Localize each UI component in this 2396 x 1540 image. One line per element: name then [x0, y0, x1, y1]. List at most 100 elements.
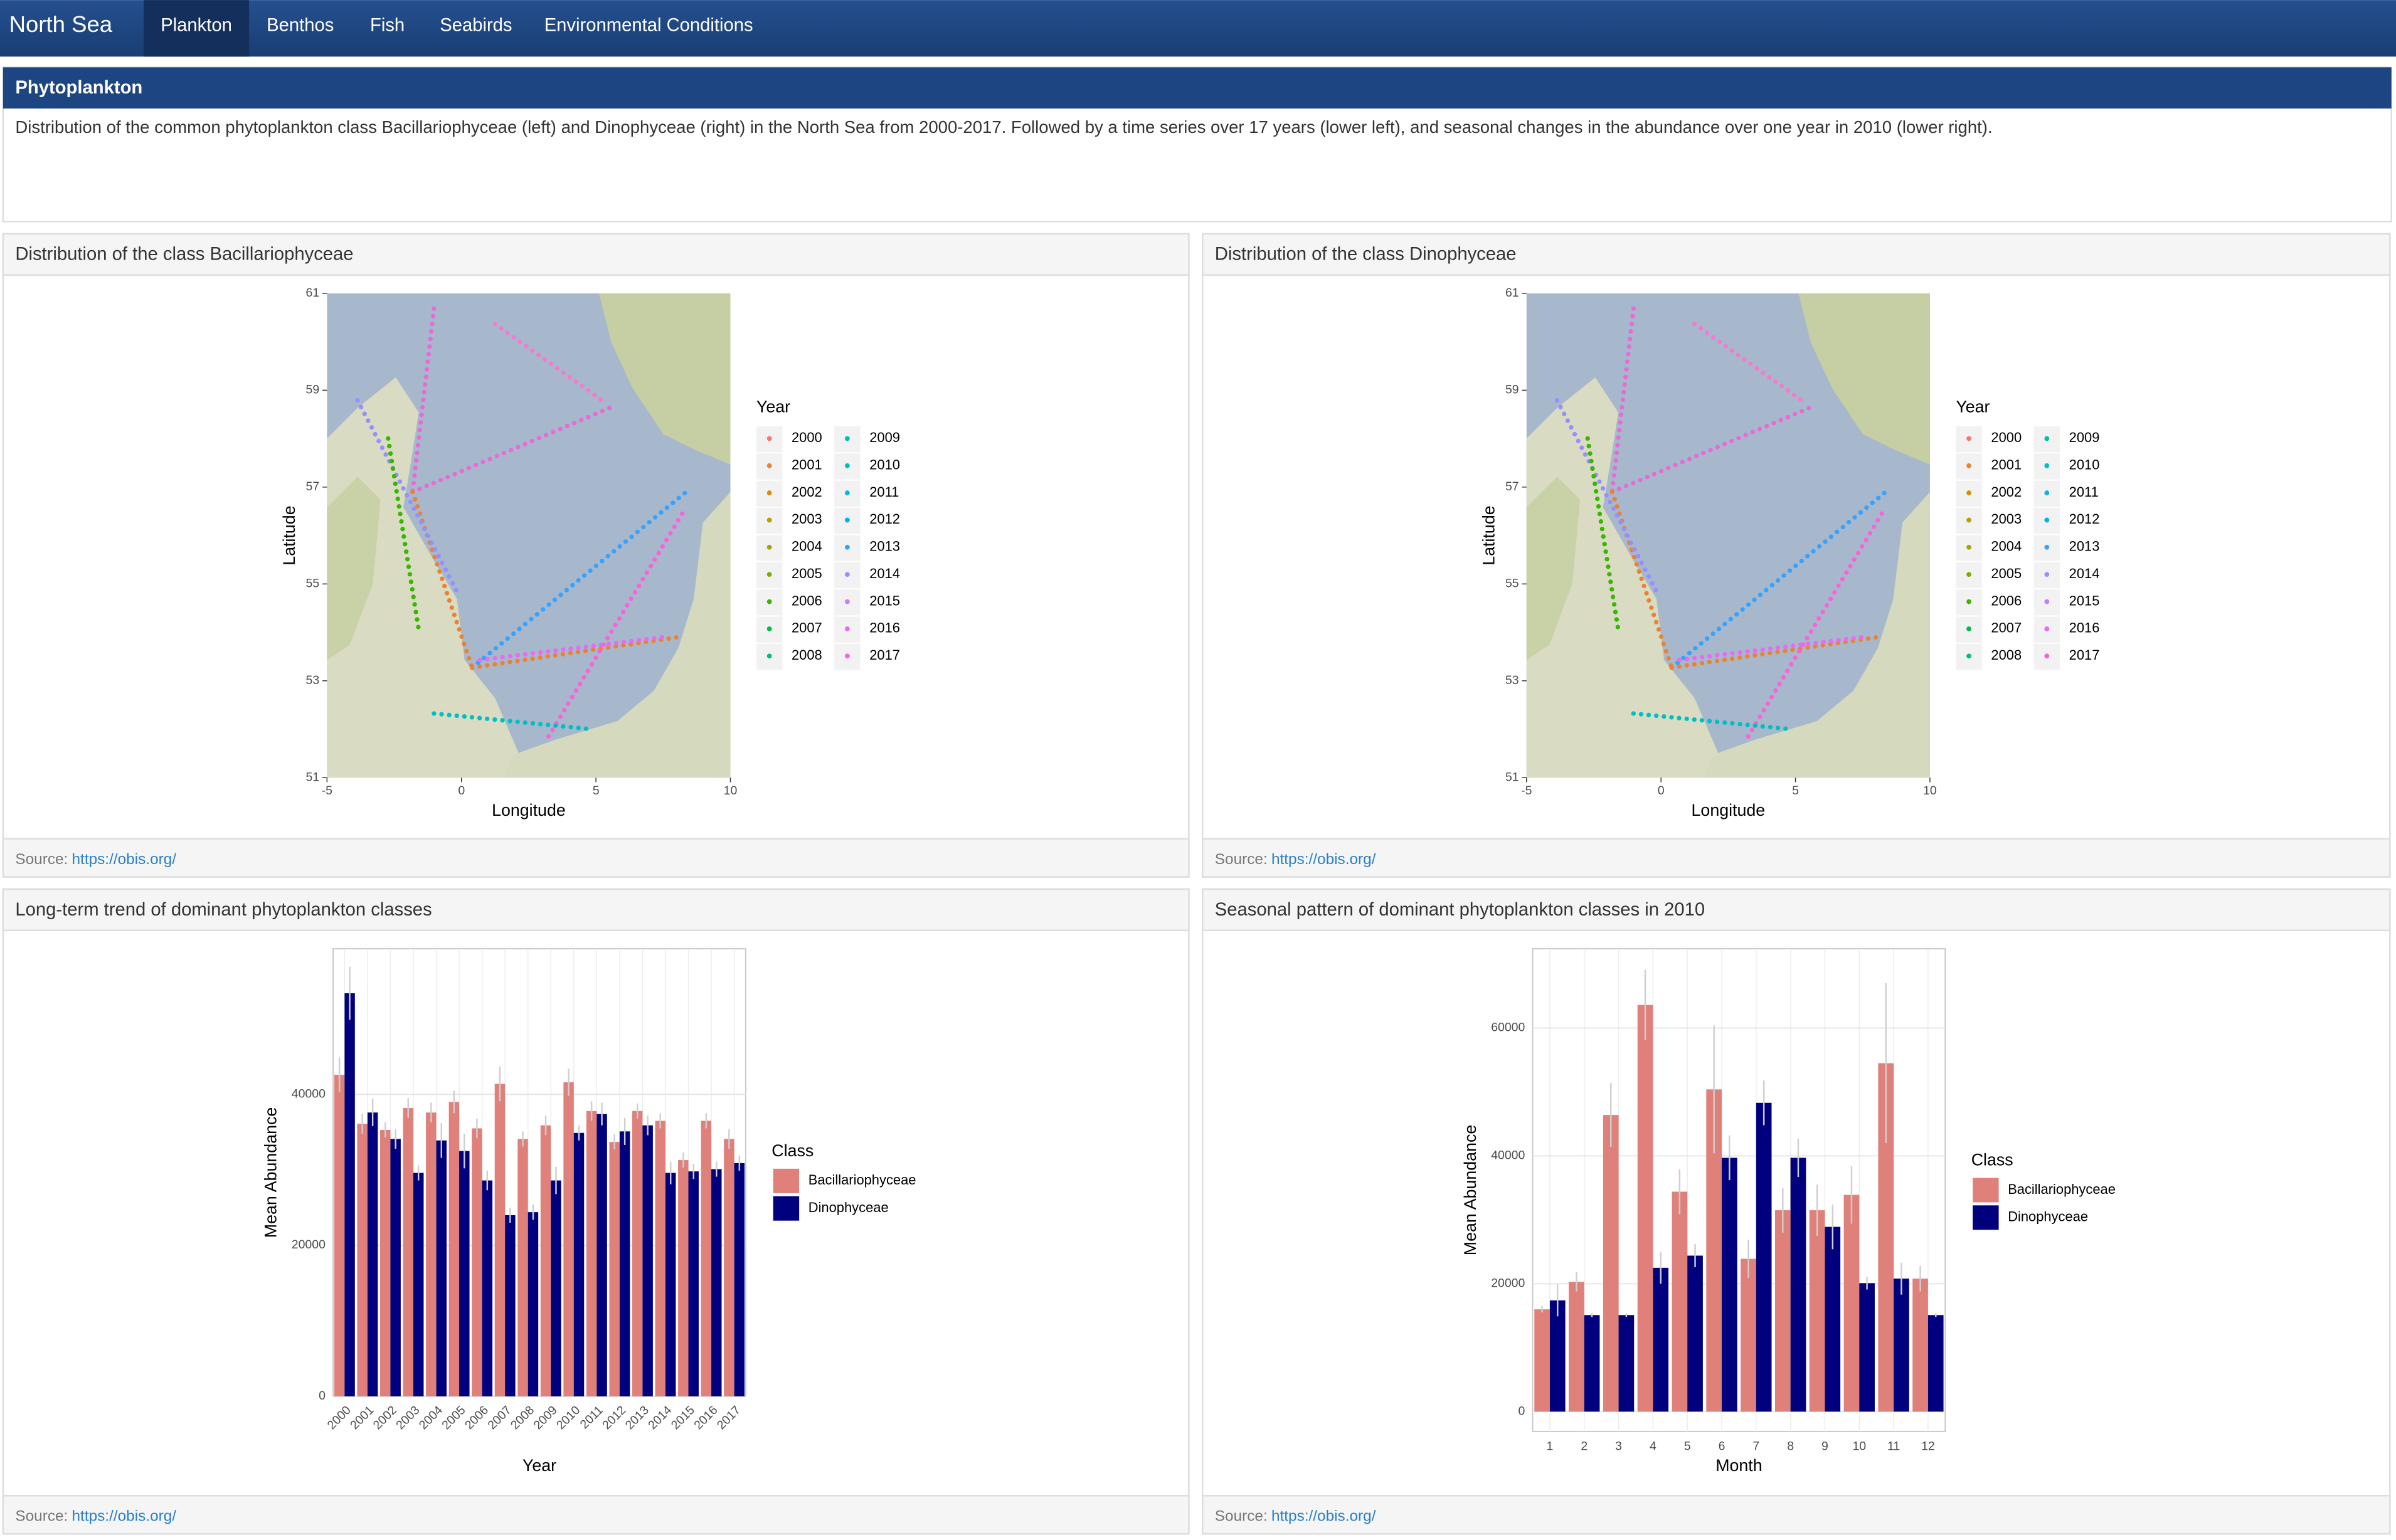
y-tick-label: 20000 — [1491, 1276, 1525, 1290]
x-tick-label: 10 — [724, 784, 738, 798]
bar — [688, 1171, 699, 1396]
y-axis-title: Mean Abundance — [262, 1107, 280, 1238]
navbar — [0, 0, 2396, 57]
y-tick-label: 40000 — [292, 1087, 326, 1100]
x-tick-label: 5 — [593, 784, 600, 798]
source-link[interactable]: https://obis.org/ — [72, 851, 177, 868]
x-tick-label: 12 — [1921, 1439, 1935, 1453]
bar — [403, 1108, 413, 1396]
legend-label: 2008 — [1991, 647, 2022, 663]
bar — [678, 1160, 689, 1396]
bar — [586, 1110, 597, 1396]
bar — [1687, 1255, 1703, 1412]
bar — [1741, 1258, 1756, 1412]
y-tick-label: 0 — [319, 1389, 326, 1403]
bar — [551, 1180, 561, 1396]
legend-label: 2006 — [792, 593, 822, 608]
legend-swatch — [766, 463, 772, 468]
legend-swatch — [844, 517, 850, 523]
source-link[interactable]: https://obis.org/ — [1271, 851, 1376, 868]
bar — [632, 1110, 643, 1396]
bar — [1809, 1210, 1825, 1412]
y-axis-title: Latitude — [1479, 505, 1498, 565]
legend-label: Bacillariophyceae — [2008, 1181, 2116, 1197]
x-tick-label: 0 — [1658, 784, 1665, 798]
x-axis-title: Longitude — [492, 801, 566, 820]
legend-swatch — [1966, 517, 1971, 523]
legend-swatch — [2044, 653, 2050, 659]
bar — [482, 1180, 493, 1396]
bar — [1790, 1158, 1806, 1412]
legend-title: Year — [1956, 398, 1990, 416]
legend-label: 2007 — [792, 620, 822, 636]
brand[interactable]: North Sea — [9, 11, 113, 37]
x-axis-title: Year — [522, 1456, 556, 1475]
x-tick-label: 8 — [1787, 1439, 1794, 1453]
legend-label: 2017 — [2069, 647, 2100, 663]
legend-label: 2015 — [869, 593, 900, 608]
panel-title: Seasonal pattern of dominant phytoplankt… — [1215, 900, 1705, 920]
bar — [1774, 1210, 1791, 1412]
bar — [619, 1131, 630, 1396]
legend-label: 2001 — [792, 457, 822, 473]
plot-area — [332, 948, 746, 1397]
legend-swatch — [844, 653, 850, 659]
source-link[interactable]: https://obis.org/ — [1271, 1508, 1376, 1525]
source-link[interactable]: https://obis.org/ — [72, 1508, 177, 1525]
y-tick-label: 61 — [306, 286, 320, 300]
legend-swatch — [844, 463, 850, 468]
legend-swatch — [1966, 436, 1971, 441]
x-tick-label: 4 — [1650, 1439, 1657, 1453]
legend-swatch — [2044, 572, 2050, 578]
bar — [1927, 1315, 1944, 1412]
bar — [413, 1173, 424, 1396]
bar — [1637, 1005, 1653, 1412]
legend-title: Year — [756, 398, 790, 416]
y-tick-label: 53 — [306, 673, 320, 687]
legend-swatch — [766, 653, 772, 659]
x-tick-label: 2 — [1581, 1439, 1588, 1453]
x-axis-title: Longitude — [1692, 801, 1766, 820]
x-tick-label: 3 — [1615, 1439, 1622, 1453]
x-axis-title: Month — [1715, 1456, 1762, 1475]
x-tick-label: 11 — [1887, 1439, 1900, 1453]
nav-tab[interactable]: Seabirds — [440, 15, 512, 35]
bar — [724, 1139, 734, 1396]
bar — [357, 1124, 368, 1396]
bar — [1584, 1315, 1600, 1412]
x-tick-label: -5 — [1521, 784, 1532, 798]
legend-swatch — [2044, 626, 2050, 631]
nav-tab[interactable]: Fish — [370, 15, 405, 35]
legend-swatch — [844, 599, 850, 604]
legend-label: 2011 — [2069, 484, 2099, 500]
legend-label: 2003 — [1991, 511, 2022, 527]
bar — [472, 1128, 482, 1396]
bar — [1618, 1315, 1635, 1412]
nav-tab[interactable]: Plankton — [161, 15, 232, 35]
y-tick-label: 20000 — [292, 1238, 326, 1252]
legend-swatch — [2044, 490, 2050, 495]
x-tick-label: 9 — [1821, 1439, 1828, 1453]
source-label: Source: — [15, 851, 68, 868]
legend-swatch — [766, 436, 772, 441]
legend-label: 2000 — [1991, 430, 2022, 445]
legend-label: 2015 — [2069, 593, 2100, 608]
bar — [1859, 1283, 1875, 1412]
bar — [380, 1129, 391, 1396]
legend-label: 2014 — [2069, 566, 2100, 581]
legend-swatch — [2044, 517, 2050, 523]
bar — [540, 1125, 551, 1396]
x-tick-label: 5 — [1684, 1439, 1691, 1453]
legend-label: 2009 — [869, 430, 900, 445]
legend-label: 2001 — [1991, 457, 2022, 473]
legend-swatch — [773, 1168, 800, 1193]
nav-tab[interactable]: Environmental Conditions — [544, 15, 753, 35]
plot-area — [1532, 948, 1946, 1432]
active-tab[interactable] — [144, 0, 250, 57]
source-label: Source: — [15, 1508, 68, 1525]
map: -5 0 5 10515355575961LongitudeLatitudeYear2… — [1479, 286, 2099, 820]
bar — [1534, 1309, 1550, 1412]
nav-tab[interactable]: Benthos — [267, 15, 334, 35]
bar — [517, 1139, 528, 1396]
